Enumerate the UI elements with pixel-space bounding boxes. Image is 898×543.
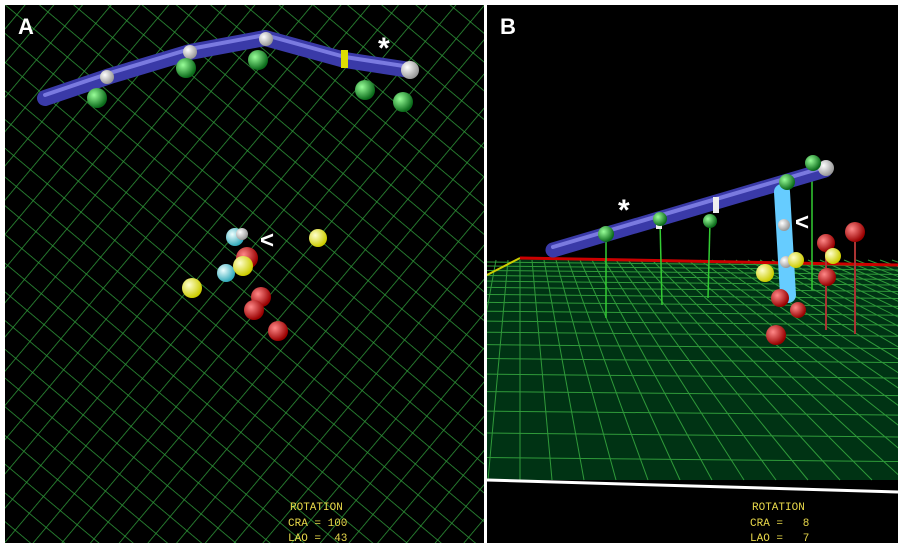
marker: < <box>260 227 274 254</box>
overlay-title: ROTATION <box>290 502 343 514</box>
marker: * <box>618 194 630 227</box>
overlay-line: LAO = 7 <box>750 533 809 543</box>
overlay-line: CRA = 8 <box>750 518 809 530</box>
panel-label: B <box>500 14 516 39</box>
marker: < <box>795 209 809 236</box>
overlay-line: CRA = 100 <box>288 518 347 530</box>
overlay-line: LAO = 43 <box>288 533 347 543</box>
panel-b: B * < ROTATION CRA = 8 LAO = 7 <box>487 5 898 543</box>
overlay-title: ROTATION <box>752 502 805 514</box>
panel-label: A <box>18 14 34 39</box>
panel-a: A * < ROTATION CRA = 100 LAO = 43 <box>5 5 484 543</box>
marker: * <box>378 32 390 65</box>
